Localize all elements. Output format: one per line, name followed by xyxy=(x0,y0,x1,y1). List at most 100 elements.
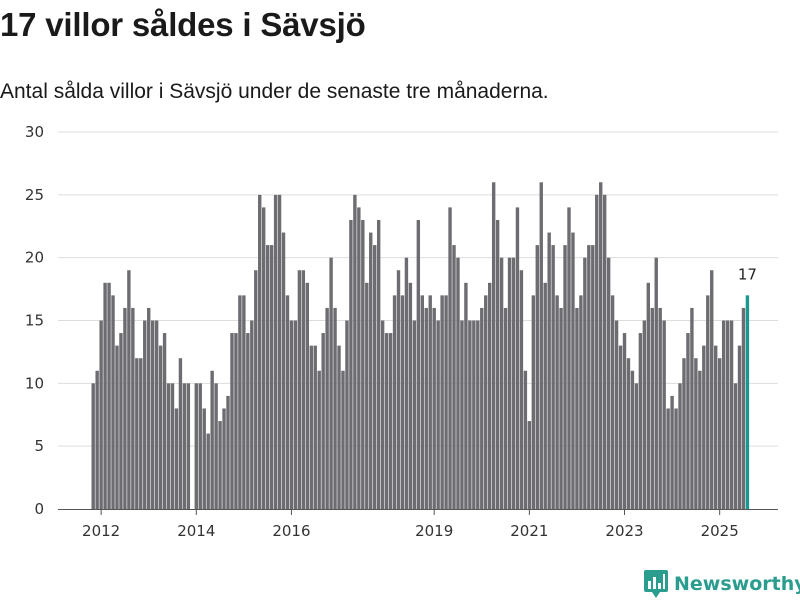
bar xyxy=(357,207,361,509)
bar xyxy=(495,219,500,509)
bar xyxy=(301,270,306,509)
bar xyxy=(710,270,714,509)
bar xyxy=(293,320,298,509)
bar xyxy=(440,295,444,509)
bar xyxy=(313,345,317,509)
bar xyxy=(535,245,539,509)
bar xyxy=(567,207,571,509)
bar xyxy=(218,421,222,509)
bar xyxy=(194,383,198,509)
bar xyxy=(416,219,421,509)
y-tick-label: 30 xyxy=(25,123,44,141)
bar xyxy=(198,383,202,509)
y-tick-label: 10 xyxy=(25,374,44,392)
bar xyxy=(511,257,516,509)
chart-bars xyxy=(91,182,750,510)
bar xyxy=(642,320,647,509)
bar xyxy=(547,232,551,510)
bar xyxy=(551,245,555,509)
bar xyxy=(420,295,424,509)
bar xyxy=(634,383,639,509)
bar xyxy=(638,333,643,509)
bar xyxy=(277,194,282,510)
bar xyxy=(305,282,310,509)
y-tick-label: 5 xyxy=(34,437,44,455)
bar xyxy=(595,194,599,510)
bar xyxy=(234,333,238,509)
bar xyxy=(206,433,210,509)
bar xyxy=(139,358,143,509)
bar xyxy=(297,270,302,509)
bar xyxy=(400,295,405,509)
bar xyxy=(618,345,623,509)
bar xyxy=(559,307,563,509)
bar xyxy=(646,282,650,509)
bar xyxy=(222,408,226,509)
bar xyxy=(630,370,635,509)
bar xyxy=(519,270,524,509)
bar xyxy=(721,320,726,509)
bar xyxy=(321,333,325,509)
bar xyxy=(91,383,95,509)
bar xyxy=(325,307,329,509)
bar xyxy=(539,182,543,509)
bar xyxy=(273,194,278,510)
bar xyxy=(682,358,686,509)
bar xyxy=(444,295,448,509)
bar xyxy=(674,408,678,509)
bar xyxy=(666,408,670,509)
y-tick-label: 20 xyxy=(25,249,44,267)
bar xyxy=(587,245,591,509)
bar xyxy=(706,295,710,509)
bar xyxy=(369,232,373,510)
bar xyxy=(309,345,313,509)
bar xyxy=(729,320,734,509)
bar xyxy=(579,295,583,509)
bar xyxy=(238,295,242,509)
x-tick-label: 2019 xyxy=(415,522,453,540)
bar xyxy=(468,320,472,509)
bar xyxy=(460,320,464,509)
bar xyxy=(186,383,191,509)
x-tick-label: 2021 xyxy=(510,522,548,540)
bar xyxy=(436,320,440,509)
bar xyxy=(543,282,547,509)
bar xyxy=(650,307,654,509)
bar xyxy=(563,245,567,509)
bar xyxy=(686,333,690,509)
bar xyxy=(741,307,746,509)
bar xyxy=(698,370,702,509)
bar xyxy=(384,333,389,509)
bar xyxy=(503,307,508,509)
bar xyxy=(432,307,436,509)
bar xyxy=(258,194,262,510)
bar xyxy=(317,370,321,509)
bar xyxy=(202,408,206,509)
bar xyxy=(242,295,246,509)
bar xyxy=(380,320,385,509)
bar xyxy=(412,320,417,509)
brand-name: Newsworthy xyxy=(674,573,800,595)
y-tick-label: 15 xyxy=(25,312,44,330)
bar xyxy=(162,333,167,509)
newsworthy-logo-icon xyxy=(644,570,668,598)
bar xyxy=(250,320,254,509)
bar xyxy=(488,282,492,509)
bar xyxy=(119,333,123,509)
x-tick-label: 2012 xyxy=(82,522,120,540)
bar xyxy=(226,395,230,509)
bar xyxy=(472,320,476,509)
bar xyxy=(733,383,738,509)
brand[interactable]: Newsworthy xyxy=(644,570,800,598)
bar xyxy=(143,320,147,509)
y-tick-label: 0 xyxy=(34,500,44,518)
page-title: 17 villor såldes i Sävsjö xyxy=(0,6,366,43)
bar xyxy=(622,333,627,509)
x-tick-label: 2023 xyxy=(605,522,643,540)
bar xyxy=(717,358,722,509)
bar xyxy=(135,358,139,509)
bar xyxy=(662,320,666,509)
bar xyxy=(499,257,504,509)
